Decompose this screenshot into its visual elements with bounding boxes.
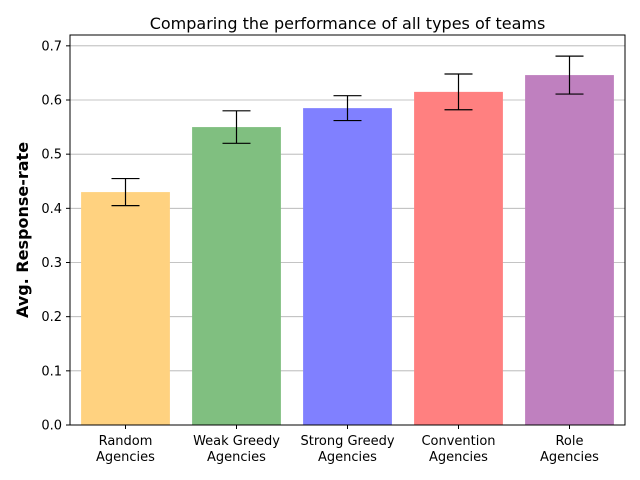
y-tick-label: 0.5	[41, 148, 62, 163]
x-tick-label: Strong Greedy	[300, 434, 394, 449]
y-tick-label: 0.7	[41, 39, 62, 54]
y-tick-label: 0.0	[41, 419, 62, 434]
x-tick-label: Convention	[421, 434, 495, 449]
y-axis-label: Avg. Response-rate	[13, 142, 32, 318]
bar	[81, 192, 170, 425]
x-tick-label: Agencies	[318, 450, 377, 465]
y-tick-label: 0.2	[41, 310, 62, 325]
x-tick-label: Agencies	[540, 450, 599, 465]
y-tick-label: 0.3	[41, 256, 62, 271]
bar	[303, 108, 392, 425]
y-tick-label: 0.6	[41, 94, 62, 109]
x-tick-label: Role	[555, 434, 583, 449]
chart-title: Comparing the performance of all types o…	[150, 14, 546, 33]
y-ticks: 0.0 0.1 0.2 0.3 0.4 0.5 0.6 0.7	[41, 39, 70, 434]
y-tick-label: 0.4	[41, 202, 62, 217]
x-tick-label: Agencies	[207, 450, 266, 465]
bar	[192, 127, 281, 425]
x-tick-label: Agencies	[96, 450, 155, 465]
bars	[81, 75, 614, 425]
bar	[525, 75, 614, 425]
y-tick-label: 0.1	[41, 364, 62, 379]
x-tick-label: Weak Greedy	[193, 434, 280, 449]
x-tick-label: Agencies	[429, 450, 488, 465]
x-tick-label: Random	[99, 434, 153, 449]
error-bars	[111, 55, 584, 207]
bar	[414, 91, 503, 425]
